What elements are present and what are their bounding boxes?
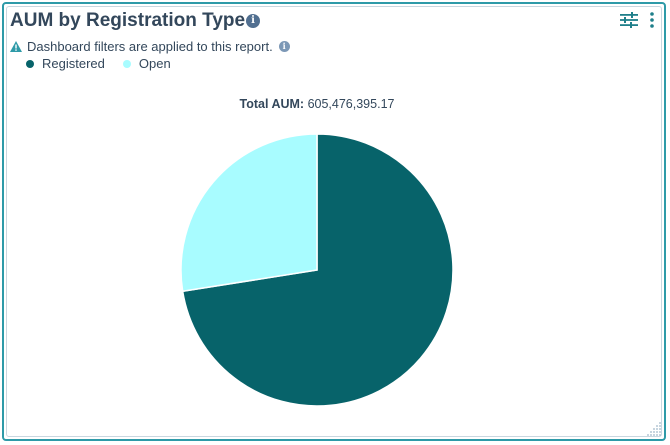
total-aum-value: 605,476,395.17 — [307, 97, 395, 111]
legend-swatch-open — [122, 59, 131, 68]
legend-label-open: Open — [138, 56, 171, 71]
legend-swatch-registered — [26, 59, 34, 68]
filter-notice-text: Dashboard filters are applied to this re… — [27, 39, 273, 54]
total-aum: Total AUM: 605,476,395.17 — [0, 97, 634, 111]
title-row: AUM by Registration Type i — [10, 10, 261, 32]
resize-grip-icon[interactable] — [644, 419, 662, 437]
filter-notice: Dashboard filters are applied to this re… — [10, 39, 290, 54]
filter-sliders-icon[interactable] — [620, 12, 638, 28]
notice-info-icon[interactable]: i — [278, 41, 290, 52]
legend-item-open[interactable]: Open — [122, 56, 171, 71]
more-vertical-icon[interactable] — [650, 12, 654, 28]
total-aum-label: Total AUM: — [239, 97, 305, 111]
info-icon[interactable]: i — [246, 14, 261, 28]
report-title: AUM by Registration Type — [10, 10, 246, 31]
legend-item-registered[interactable]: Registered — [26, 56, 105, 71]
card-toolbar — [620, 12, 654, 28]
chart-legend: Registered Open — [26, 56, 189, 71]
legend-label-registered: Registered — [42, 56, 105, 71]
warning-icon — [10, 41, 22, 52]
pie-slice-registered[interactable] — [181, 133, 454, 407]
pie-slice-open[interactable] — [180, 133, 318, 293]
